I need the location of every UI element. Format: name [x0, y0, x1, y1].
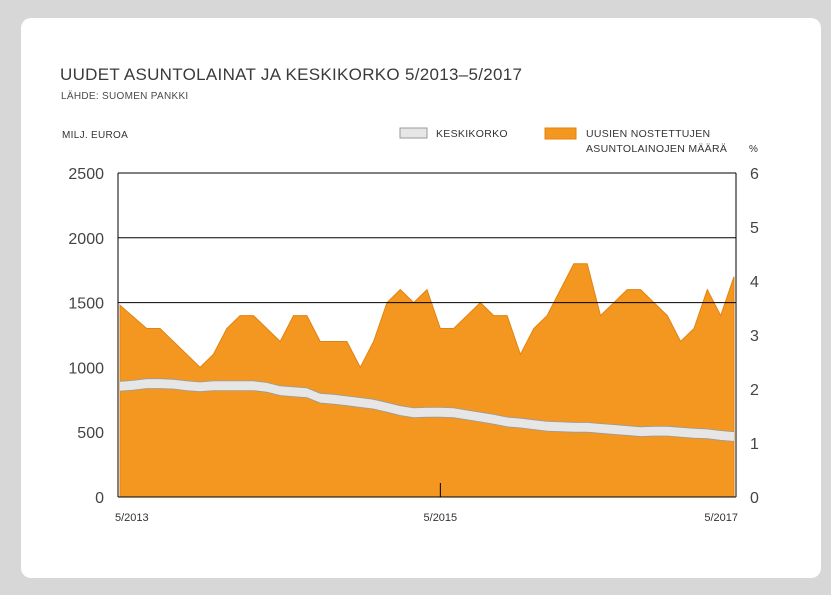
series-band-lower-edge [119, 388, 735, 442]
left-tick-label: 1000 [68, 360, 104, 377]
series-area-loans [119, 263, 735, 498]
right-tick-label: 6 [750, 166, 759, 183]
right-tick-label: 5 [750, 220, 759, 237]
legend-swatch-keskikorko [399, 127, 428, 139]
legend-label-loans-line1: UUSIEN NOSTETTUJEN [586, 128, 710, 140]
legend-swatch-loans [544, 127, 577, 140]
x-tick-label: 5/2015 [424, 512, 458, 524]
left-tick-label: 0 [95, 490, 104, 507]
x-tick-label: 5/2017 [704, 512, 738, 524]
left-tick-label: 1500 [68, 296, 104, 313]
right-tick-label: 2 [750, 382, 759, 399]
tick-layer: 0 500 1000 1500 2000 2500 0 1 2 3 4 5 6 5/2013 5/2015 5… [68, 166, 759, 524]
area-layer [119, 263, 735, 498]
right-tick-label: 0 [750, 490, 759, 507]
legend-label-keskikorko: KESKIKORKO [436, 128, 508, 140]
interest-band-layer [119, 378, 735, 442]
x-tick-label: 5/2013 [115, 512, 149, 524]
right-tick-label: 1 [750, 436, 759, 453]
chart-source: LÄHDE: SUOMEN PANKKI [61, 91, 189, 102]
legend-label-loans-line2: ASUNTOLAINOJEN MÄÄRÄ [586, 143, 727, 155]
left-tick-label: 2500 [68, 166, 104, 183]
right-tick-label: 3 [750, 328, 759, 345]
grid-layer [117, 172, 737, 498]
left-tick-label: 2000 [68, 231, 104, 248]
right-axis-label: % [749, 144, 758, 155]
left-axis-label: MILJ. EUROA [62, 130, 128, 141]
legend: KESKIKORKO UUSIEN NOSTETTUJEN ASUNTOLAIN… [399, 127, 727, 155]
right-tick-label: 4 [750, 274, 759, 291]
left-tick-label: 500 [77, 425, 104, 442]
series-band-upper-edge [119, 378, 735, 433]
chart-title: UUDET ASUNTOLAINAT JA KESKIKORKO 5/2013–… [60, 65, 523, 84]
series-band-keskikorko [120, 378, 734, 442]
